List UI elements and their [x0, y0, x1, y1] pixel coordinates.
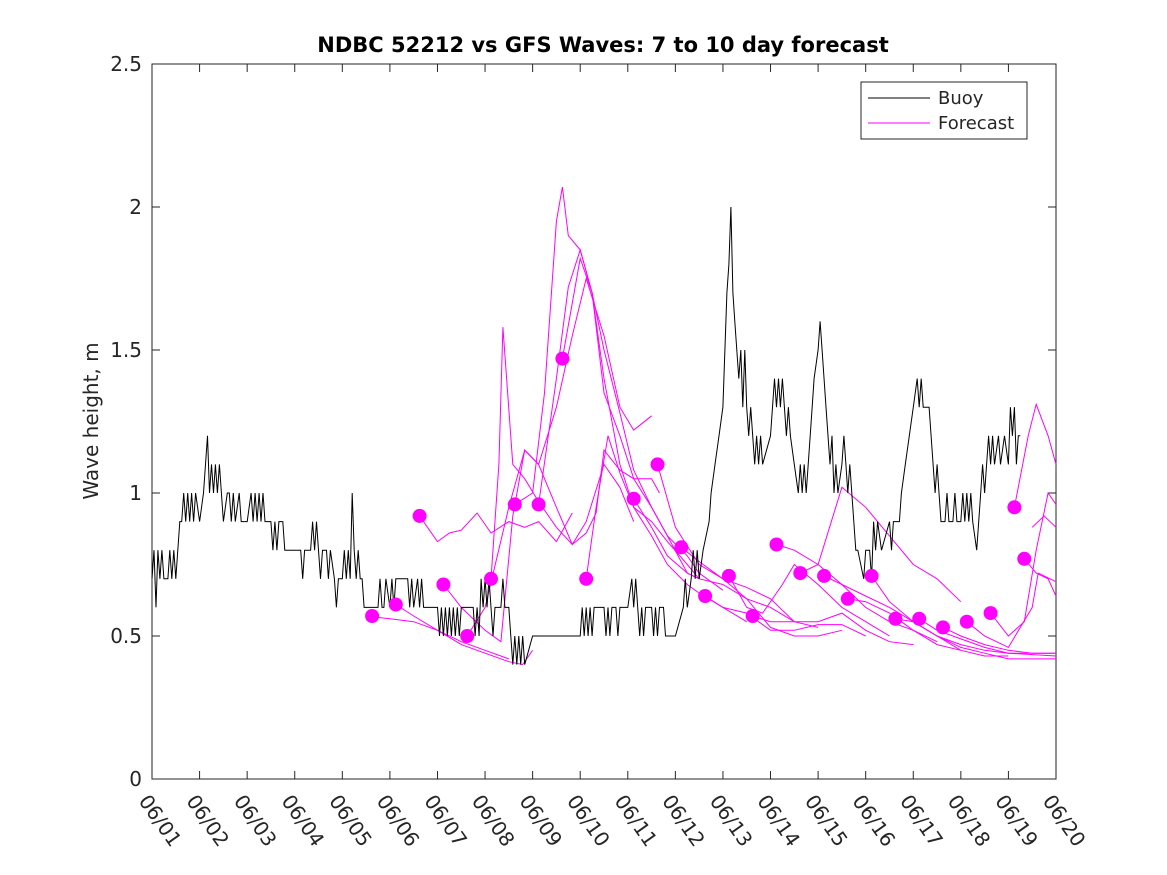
forecast-marker [460, 629, 475, 643]
forecast-line [466, 276, 652, 637]
forecast-marker [888, 611, 903, 626]
legend: Buoy Forecast [860, 81, 1028, 140]
forecast-marker [436, 577, 451, 592]
forecast-line [918, 618, 1056, 654]
forecast-marker [983, 606, 998, 621]
chart-title: NDBC 52212 vs GFS Waves: 7 to 10 day for… [317, 33, 888, 57]
forecast-series [366, 186, 1057, 666]
forecast-line [419, 512, 573, 543]
forecast-marker [650, 457, 665, 472]
y-tick-label: 1 [129, 481, 142, 505]
buoy-line [151, 206, 1021, 665]
forecast-marker [840, 591, 855, 606]
forecast-marker [864, 568, 879, 583]
forecast-marker [484, 571, 498, 586]
forecast-marker [579, 571, 594, 586]
forecast-line [752, 612, 914, 646]
forecast-marker [1017, 551, 1032, 566]
forecast-marker [626, 491, 641, 506]
y-axis: 0 0.5 1 1.5 2 2.5 [110, 52, 1056, 791]
y-tick-label: 0 [129, 767, 142, 791]
forecast-marker [769, 537, 784, 552]
forecast-marker [531, 497, 546, 512]
forecast-marker [698, 589, 713, 603]
forecast-start-markers [365, 351, 1032, 643]
buoy-series [151, 206, 1021, 665]
forecast-line [657, 464, 819, 628]
forecast-line [490, 327, 660, 579]
forecast-marker [959, 614, 974, 629]
forecast-marker [412, 508, 427, 523]
legend-box [860, 81, 1028, 140]
forecast-line [871, 575, 1056, 660]
y-axis-label: Wave height, m [79, 342, 103, 499]
forecast-marker [745, 609, 760, 623]
forecast-line [966, 572, 1057, 649]
legend-label-buoy: Buoy [938, 88, 984, 109]
forecast-line [561, 256, 724, 591]
forecast-marker [936, 620, 950, 635]
y-tick-label: 0.5 [110, 624, 142, 648]
forecast-line [847, 598, 1009, 657]
legend-label-forecast: Forecast [938, 113, 1014, 134]
forecast-marker [721, 568, 736, 583]
forecast-marker [793, 566, 808, 581]
forecast-line [1031, 515, 1057, 528]
y-tick-label: 2.5 [110, 52, 142, 76]
forecast-marker [912, 611, 927, 626]
forecast-marker [674, 540, 689, 555]
forecast-marker [507, 497, 522, 512]
forecast-marker [555, 351, 570, 366]
forecast-line [1023, 558, 1057, 597]
forecast-marker [1007, 500, 1022, 515]
forecast-line [990, 491, 1057, 637]
forecast-marker [817, 568, 832, 583]
forecast-marker [365, 609, 380, 623]
forecast-marker [388, 597, 403, 612]
forecast-line [1013, 402, 1057, 508]
forecast-line [704, 595, 866, 637]
forecast-line [538, 248, 700, 580]
y-tick-label: 2 [129, 195, 142, 219]
y-tick-label: 1.5 [110, 338, 142, 362]
plot-area-frame [151, 63, 1057, 780]
forecast-line [942, 626, 1056, 654]
